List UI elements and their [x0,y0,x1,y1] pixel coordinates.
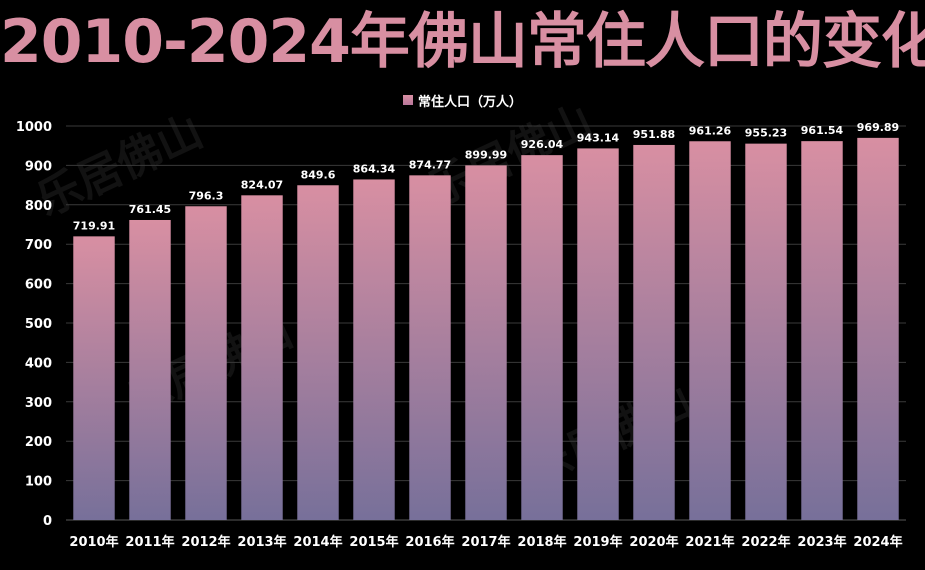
bar [689,141,731,521]
bar [353,179,395,520]
data-label: 955.23 [745,127,787,140]
y-tick-label: 1000 [16,120,52,135]
y-tick-label: 800 [25,199,52,214]
bar [297,185,339,520]
bar [801,141,843,520]
bars [73,137,899,521]
bar [465,165,507,521]
bar [745,143,787,520]
data-label: 796.3 [189,189,224,202]
y-tick-label: 300 [25,396,52,411]
data-label: 961.54 [801,124,844,137]
x-tick-label: 2018年 [517,534,566,550]
x-tick-label: 2016年 [405,534,454,550]
x-axis: 2010年 2011年 2012年 2013年 2014年 2015年 2016年 2017年… [69,534,902,550]
y-tick-label: 200 [25,435,52,450]
x-tick-label: 2013年 [237,534,286,550]
data-label: 899.99 [465,148,507,161]
bar [241,195,283,521]
x-tick-label: 2019年 [573,534,622,550]
bar [633,144,675,520]
data-label: 849.6 [301,168,336,181]
data-label: 943.14 [577,131,620,144]
data-label: 874.77 [409,158,451,171]
x-tick-label: 2017年 [461,534,510,550]
x-tick-label: 2014年 [293,534,342,550]
y-tick-label: 900 [25,159,52,174]
y-tick-label: 700 [25,238,52,253]
data-label: 824.07 [241,178,283,191]
bar [409,175,451,520]
bar [521,155,563,520]
data-label: 864.34 [353,162,396,175]
data-label: 951.88 [633,128,675,141]
data-label: 961.26 [689,124,732,137]
legend: 常住人口（万人） [0,90,925,110]
y-tick-label: 600 [25,278,52,293]
chart-title: 2010-2024年佛山常住人口的变化 [0,7,925,77]
x-tick-label: 2011年 [125,534,174,550]
x-tick-label: 2022年 [741,534,790,550]
y-tick-label: 500 [25,317,52,332]
legend-label: 常住人口（万人） [417,94,522,110]
bar [129,219,171,520]
x-tick-label: 2023年 [797,534,846,550]
data-labels: 719.91 761.45 796.3 824.07 849.6 864.34 874.77… [73,121,899,232]
bar [73,236,115,520]
bar [577,148,619,521]
data-label: 719.91 [73,219,115,232]
x-tick-label: 2015年 [349,534,398,550]
data-label: 969.89 [857,121,899,134]
data-label: 926.04 [521,138,564,151]
bar [185,206,227,520]
bar [857,137,899,520]
x-tick-label: 2020年 [629,534,678,550]
x-tick-label: 2024年 [853,534,902,550]
y-tick-label: 0 [43,514,52,529]
legend-swatch [402,95,413,105]
x-tick-label: 2021年 [685,534,734,550]
y-axis: 0 100 200 300 400 500 600 700 800 900 1000 [16,120,52,529]
x-tick-label: 2010年 [69,534,118,550]
y-tick-label: 400 [25,356,52,371]
x-tick-label: 2012年 [181,534,230,550]
y-tick-label: 100 [25,475,52,490]
data-label: 761.45 [129,203,171,216]
